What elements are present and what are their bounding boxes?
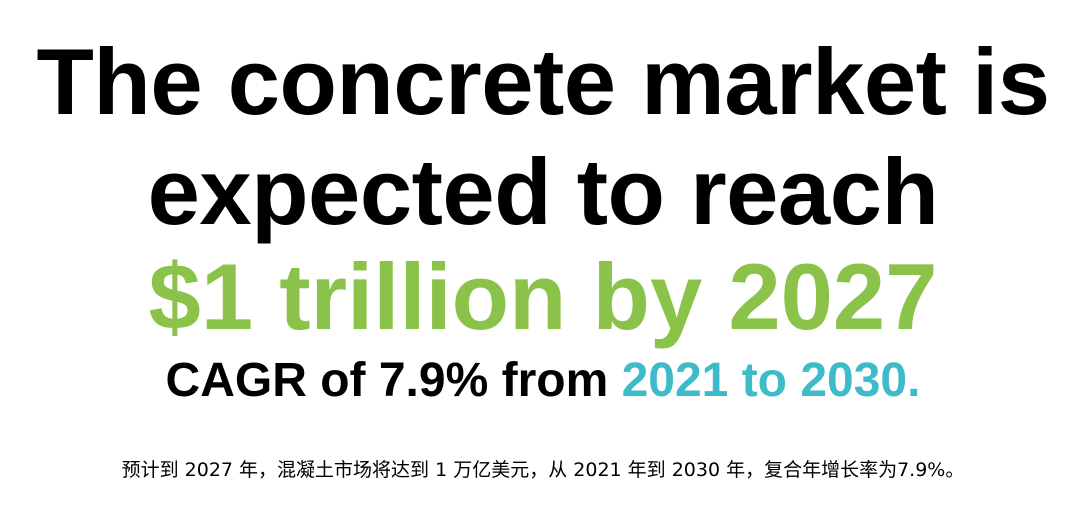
- headline-highlight: $1 trillion by 2027: [148, 244, 938, 349]
- cagr-statement: CAGR of 7.9% from 2021 to 2030.: [0, 350, 1086, 412]
- chinese-subtitle: 预计到 2027 年，混凝土市场将达到 1 万亿美元，从 2021 年到 203…: [121, 459, 965, 481]
- headline-line-1: The concrete market is: [36, 29, 1051, 134]
- headline-line-2: expected to reach: [147, 139, 939, 244]
- cagr-range: 2021 to 2030.: [621, 354, 921, 407]
- cagr-prefix: CAGR of 7.9% from: [165, 354, 622, 407]
